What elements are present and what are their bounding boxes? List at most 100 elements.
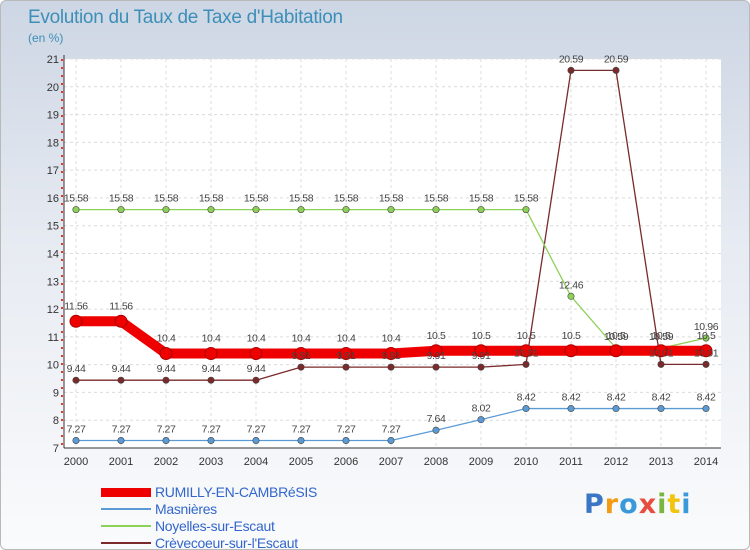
legend-swatch xyxy=(101,487,151,497)
data-point xyxy=(657,405,665,413)
data-label: 10.96 xyxy=(694,321,719,333)
logo-letter: i xyxy=(681,489,692,520)
legend-label: Noyelles-sur-Escaut xyxy=(155,518,275,534)
data-label: 15.58 xyxy=(334,193,359,205)
data-point xyxy=(654,344,668,358)
data-point xyxy=(657,360,665,368)
y-tick-label: 10 xyxy=(47,360,59,372)
x-tick-label: 2013 xyxy=(649,456,673,468)
data-point xyxy=(117,436,125,444)
data-point xyxy=(477,363,485,371)
legend-label: RUMILLY-EN-CAMBRéSIS xyxy=(155,484,318,500)
data-point xyxy=(297,436,305,444)
data-point xyxy=(207,206,215,214)
data-label: 8.42 xyxy=(517,392,536,404)
legend-label: Masnières xyxy=(155,501,217,517)
data-label: 7.27 xyxy=(337,423,356,435)
data-label: 10.4 xyxy=(382,333,401,345)
data-point xyxy=(609,344,623,358)
x-tick-label: 2012 xyxy=(604,456,628,468)
y-tick-label: 19 xyxy=(47,110,59,122)
data-point xyxy=(429,344,443,358)
data-point xyxy=(252,206,260,214)
data-point xyxy=(72,206,80,214)
data-point xyxy=(474,344,488,358)
data-label: 7.27 xyxy=(292,423,311,435)
data-point xyxy=(69,314,83,328)
data-point xyxy=(519,344,533,358)
data-label: 9.44 xyxy=(157,363,176,375)
data-label: 10.01 xyxy=(514,347,539,359)
legend-item: RUMILLY-EN-CAMBRéSIS xyxy=(101,484,361,500)
x-tick-label: 2007 xyxy=(379,456,403,468)
data-label: 7.27 xyxy=(382,423,401,435)
y-tick-label: 20 xyxy=(47,82,59,94)
data-point xyxy=(114,314,128,328)
data-point xyxy=(522,360,530,368)
data-point xyxy=(204,347,218,361)
data-point xyxy=(432,426,440,434)
logo-letter: P xyxy=(584,489,605,520)
data-point xyxy=(699,344,713,358)
logo-letter: t xyxy=(667,489,682,520)
y-tick-label: 17 xyxy=(47,165,59,177)
y-tick-label: 14 xyxy=(47,249,59,261)
y-tick-label: 13 xyxy=(47,276,59,288)
y-tick-label: 16 xyxy=(47,193,59,205)
x-tick-label: 2009 xyxy=(469,456,493,468)
legend-label: Crèvecoeur-sur-l'Escaut xyxy=(155,535,298,550)
data-point xyxy=(162,376,170,384)
data-label: 10.5 xyxy=(697,330,716,342)
data-label: 15.58 xyxy=(379,193,404,205)
data-point xyxy=(342,206,350,214)
data-label: 7.64 xyxy=(427,413,446,425)
legend-item: Crèvecoeur-sur-l'Escaut xyxy=(101,535,361,550)
proxiti-logo: Proxiti xyxy=(584,489,692,520)
x-tick-label: 2014 xyxy=(694,456,718,468)
data-label: 9.44 xyxy=(112,363,131,375)
y-tick-label: 8 xyxy=(53,415,59,427)
data-point xyxy=(342,436,350,444)
data-label: 10.59 xyxy=(604,331,629,343)
data-label: 9.44 xyxy=(247,363,266,375)
data-label: 10.5 xyxy=(652,330,671,342)
data-label: 10.4 xyxy=(247,333,266,345)
logo-letter: o xyxy=(619,489,639,520)
data-label: 20.59 xyxy=(559,53,584,65)
data-point xyxy=(72,436,80,444)
data-point xyxy=(432,206,440,214)
data-label: 7.27 xyxy=(112,423,131,435)
y-tick-label: 21 xyxy=(47,54,59,66)
data-point xyxy=(294,347,308,361)
legend-swatch xyxy=(101,525,151,527)
data-label: 8.02 xyxy=(472,403,491,415)
data-label: 10.5 xyxy=(427,330,446,342)
data-label: 8.42 xyxy=(697,392,716,404)
legend-item: Noyelles-sur-Escaut xyxy=(101,518,361,534)
x-tick-label: 2002 xyxy=(154,456,178,468)
data-label: 8.42 xyxy=(652,392,671,404)
logo-letter: r xyxy=(604,489,620,520)
unit-label: (en %) xyxy=(28,31,64,45)
data-point xyxy=(567,292,575,300)
data-point xyxy=(567,405,575,413)
x-tick-label: 2005 xyxy=(289,456,313,468)
data-label: 7.27 xyxy=(157,423,176,435)
data-label: 10.4 xyxy=(157,333,176,345)
data-label: 15.58 xyxy=(289,193,314,205)
data-point xyxy=(162,436,170,444)
data-point xyxy=(387,363,395,371)
data-label: 10.4 xyxy=(292,333,311,345)
data-point xyxy=(522,405,530,413)
data-label: 7.27 xyxy=(67,423,86,435)
x-tick-label: 2001 xyxy=(109,456,133,468)
data-label: 10.4 xyxy=(337,333,356,345)
data-label: 7.27 xyxy=(202,423,221,435)
data-point xyxy=(522,206,530,214)
data-point xyxy=(702,405,710,413)
data-label: 10.5 xyxy=(472,330,491,342)
logo-letter: x xyxy=(638,489,658,520)
data-label: 9.44 xyxy=(67,363,86,375)
